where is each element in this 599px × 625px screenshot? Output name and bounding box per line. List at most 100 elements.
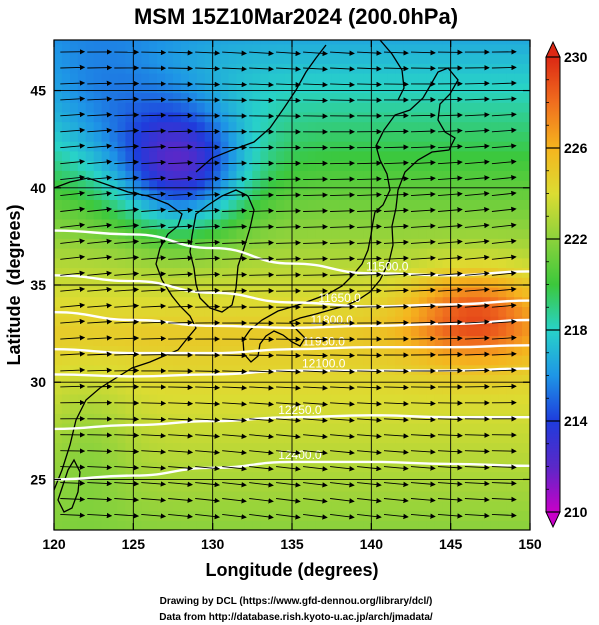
heatmap-cell <box>395 316 404 327</box>
heatmap-cell <box>442 520 452 530</box>
heatmap-cell <box>220 500 230 512</box>
heatmap-cell <box>506 40 515 45</box>
wind-arrow <box>410 159 436 166</box>
heatmap-cell <box>236 73 245 84</box>
heatmap-cell <box>109 131 118 142</box>
heatmap-cell <box>69 238 79 249</box>
heatmap-cell <box>498 374 507 385</box>
heatmap-cell <box>355 471 364 482</box>
heatmap-cell <box>292 355 301 366</box>
heatmap-cell <box>498 141 507 152</box>
wind-arrow <box>249 208 274 214</box>
wind-arrow <box>141 497 167 503</box>
heatmap-cell <box>196 393 206 405</box>
heatmap-cell <box>347 63 356 74</box>
heatmap-cell <box>307 374 317 385</box>
heatmap-cell <box>292 131 301 142</box>
heatmap-cell <box>307 111 317 123</box>
heatmap-cell <box>331 199 341 210</box>
heatmap-cell <box>236 102 245 113</box>
heatmap-cell <box>54 471 63 482</box>
heatmap-cell <box>307 102 317 113</box>
heatmap-cell <box>482 63 491 74</box>
heatmap-cell <box>220 43 230 55</box>
heatmap-cell <box>522 180 530 191</box>
heatmap-cell <box>315 491 325 502</box>
heatmap-cell <box>220 374 230 385</box>
heatmap-cell <box>323 257 333 269</box>
heatmap-cell <box>450 335 460 346</box>
heatmap-cell <box>93 442 103 453</box>
heatmap-cell <box>125 296 134 307</box>
heatmap-cell <box>395 423 404 434</box>
heatmap-cell <box>54 218 63 230</box>
heatmap-cell <box>260 296 269 307</box>
heatmap-cell <box>133 277 142 288</box>
heatmap-cell <box>411 452 420 463</box>
wind-arrow <box>276 176 301 182</box>
heatmap-cell <box>69 218 79 230</box>
heatmap-cell <box>220 180 230 191</box>
heatmap-cell <box>157 248 166 259</box>
heatmap-cell <box>498 306 507 317</box>
heatmap-cell <box>236 150 245 162</box>
heatmap-cell <box>522 277 530 288</box>
heatmap-cell <box>173 257 182 269</box>
heatmap-cell <box>442 82 452 94</box>
heatmap-cell <box>331 267 341 278</box>
wind-arrow <box>222 482 247 488</box>
heatmap-cell <box>260 510 269 521</box>
heatmap-cell <box>411 209 420 220</box>
heatmap-cell <box>323 180 333 191</box>
heatmap-cell <box>395 102 404 113</box>
heatmap-cell <box>498 491 507 502</box>
heatmap-cell <box>125 335 134 346</box>
heatmap-cell <box>173 43 182 55</box>
heatmap-cell <box>220 248 230 259</box>
heatmap-cell <box>466 43 475 55</box>
heatmap-cell <box>133 73 142 84</box>
heatmap-cell <box>188 248 198 259</box>
heatmap-cell <box>506 131 515 142</box>
heatmap-cell <box>125 111 134 123</box>
heatmap-cell <box>165 500 174 512</box>
wind-arrow <box>87 512 113 519</box>
heatmap-cell <box>363 40 372 45</box>
wind-arrow <box>383 513 409 520</box>
heatmap-cell <box>196 306 206 317</box>
wind-arrow <box>410 513 436 519</box>
heatmap-cell <box>347 335 356 346</box>
heatmap-cell <box>244 141 253 152</box>
wind-arrow <box>168 128 194 134</box>
heatmap-cell <box>173 452 182 463</box>
heatmap-cell <box>339 121 349 132</box>
heatmap-cell <box>204 218 214 230</box>
heatmap-cell <box>228 432 237 444</box>
y-tick-label: 45 <box>30 83 46 99</box>
heatmap-cell <box>403 481 412 492</box>
wind-arrow <box>410 433 436 439</box>
heatmap-cell <box>85 199 95 210</box>
heatmap-cell <box>236 432 245 444</box>
heatmap-cell <box>204 150 214 162</box>
heatmap-cell <box>109 452 118 463</box>
heatmap-cell <box>228 111 237 123</box>
heatmap-cell <box>157 413 166 424</box>
heatmap-cell <box>323 384 333 395</box>
heatmap-cell <box>196 403 206 414</box>
heatmap-cell <box>54 131 63 142</box>
heatmap-cell <box>204 423 214 434</box>
heatmap-cell <box>61 73 71 84</box>
heatmap-cell <box>418 393 428 405</box>
heatmap-cell <box>149 520 158 530</box>
heatmap-cell <box>522 316 530 327</box>
heatmap-cell <box>93 170 103 181</box>
heatmap-cell <box>379 238 388 249</box>
heatmap-cell <box>109 199 118 210</box>
wind-arrow <box>437 128 463 134</box>
heatmap-cell <box>450 461 460 473</box>
heatmap-cell <box>363 82 372 94</box>
heatmap-cell <box>165 510 174 521</box>
heatmap-cell <box>522 160 530 171</box>
heatmap-cell <box>276 228 285 239</box>
